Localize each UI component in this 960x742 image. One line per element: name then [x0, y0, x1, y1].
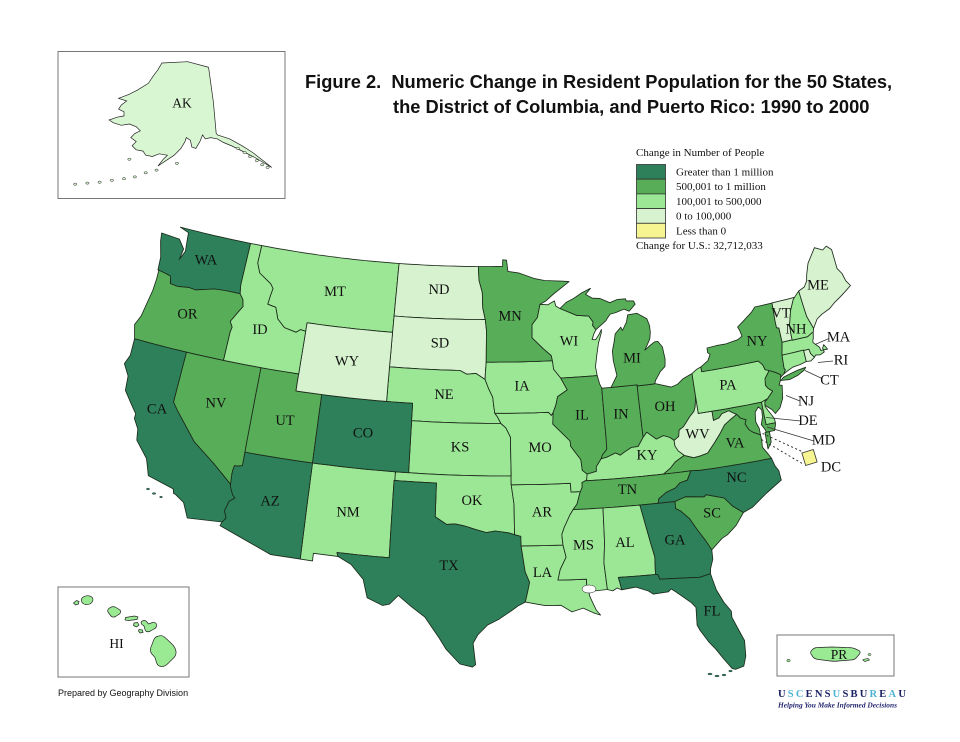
svg-text:MO: MO [528, 440, 551, 456]
svg-text:ND: ND [429, 282, 450, 298]
svg-text:GA: GA [665, 532, 686, 548]
svg-text:ME: ME [807, 277, 829, 293]
svg-text:OH: OH [655, 399, 676, 415]
svg-text:MN: MN [498, 308, 522, 324]
svg-text:MD: MD [812, 432, 835, 448]
svg-text:NE: NE [434, 387, 453, 403]
svg-text:PR: PR [831, 647, 848, 662]
svg-text:DC: DC [821, 459, 841, 475]
svg-text:OR: OR [177, 306, 197, 322]
svg-text:MA: MA [827, 329, 851, 345]
svg-text:MT: MT [324, 284, 346, 300]
svg-text:MI: MI [623, 350, 641, 366]
svg-text:MS: MS [573, 537, 594, 553]
svg-text:WY: WY [335, 353, 360, 369]
svg-text:LA: LA [533, 565, 553, 581]
svg-text:NV: NV [206, 395, 227, 411]
svg-text:SC: SC [703, 505, 721, 521]
svg-text:CA: CA [147, 401, 168, 417]
svg-text:USCENSUSBUREAU: USCENSUSBUREAU [778, 689, 908, 700]
svg-text:OK: OK [462, 493, 483, 509]
svg-text:AL: AL [615, 535, 634, 551]
svg-text:NC: NC [726, 470, 746, 486]
svg-text:NM: NM [336, 504, 359, 520]
svg-text:SD: SD [431, 335, 450, 351]
svg-text:IA: IA [514, 378, 530, 394]
svg-text:Figure 2. Numeric Change in R: Figure 2. Numeric Change in Resident Pop… [305, 71, 892, 92]
svg-text:TX: TX [439, 558, 459, 574]
svg-text:AR: AR [532, 504, 552, 520]
svg-text:IN: IN [613, 406, 629, 422]
svg-text:NJ: NJ [798, 393, 814, 409]
svg-text:the District of Columbia, and: the District of Columbia, and Puerto Ric… [393, 96, 869, 117]
svg-text:ID: ID [252, 322, 267, 338]
svg-text:100,001 to 500,000: 100,001 to 500,000 [676, 196, 762, 208]
svg-text:CO: CO [353, 425, 373, 441]
svg-text:FL: FL [704, 603, 721, 619]
svg-text:VT: VT [771, 305, 790, 321]
svg-text:Greater than 1 million: Greater than 1 million [676, 167, 774, 179]
svg-text:NY: NY [747, 333, 768, 349]
svg-text:VA: VA [725, 435, 745, 451]
svg-text:HI: HI [109, 636, 124, 651]
svg-text:AZ: AZ [260, 493, 279, 509]
svg-text:Change in Number of People: Change in Number of People [636, 147, 764, 159]
svg-text:KS: KS [451, 439, 470, 455]
svg-text:WV: WV [685, 426, 710, 442]
svg-text:Helping You Make Informed Deci: Helping You Make Informed Decisions [777, 701, 897, 710]
svg-text:NH: NH [786, 321, 807, 337]
svg-text:WA: WA [195, 252, 218, 268]
svg-text:PA: PA [719, 377, 737, 393]
svg-text:RI: RI [834, 352, 849, 368]
svg-text:0 to 100,000: 0 to 100,000 [676, 211, 732, 223]
svg-text:WI: WI [560, 333, 579, 349]
svg-text:AK: AK [172, 96, 192, 111]
svg-text:500,001 to 1 million: 500,001 to 1 million [676, 181, 766, 193]
svg-text:Prepared by Geography Division: Prepared by Geography Division [58, 688, 188, 698]
svg-text:UT: UT [275, 413, 294, 429]
svg-text:TN: TN [618, 482, 638, 498]
svg-text:KY: KY [637, 447, 658, 463]
svg-text:Change for U.S.: 32,712,033: Change for U.S.: 32,712,033 [636, 240, 763, 252]
svg-text:CT: CT [820, 372, 839, 388]
svg-text:Less than 0: Less than 0 [676, 225, 727, 237]
svg-text:IL: IL [575, 407, 589, 423]
svg-text:DE: DE [798, 413, 817, 429]
